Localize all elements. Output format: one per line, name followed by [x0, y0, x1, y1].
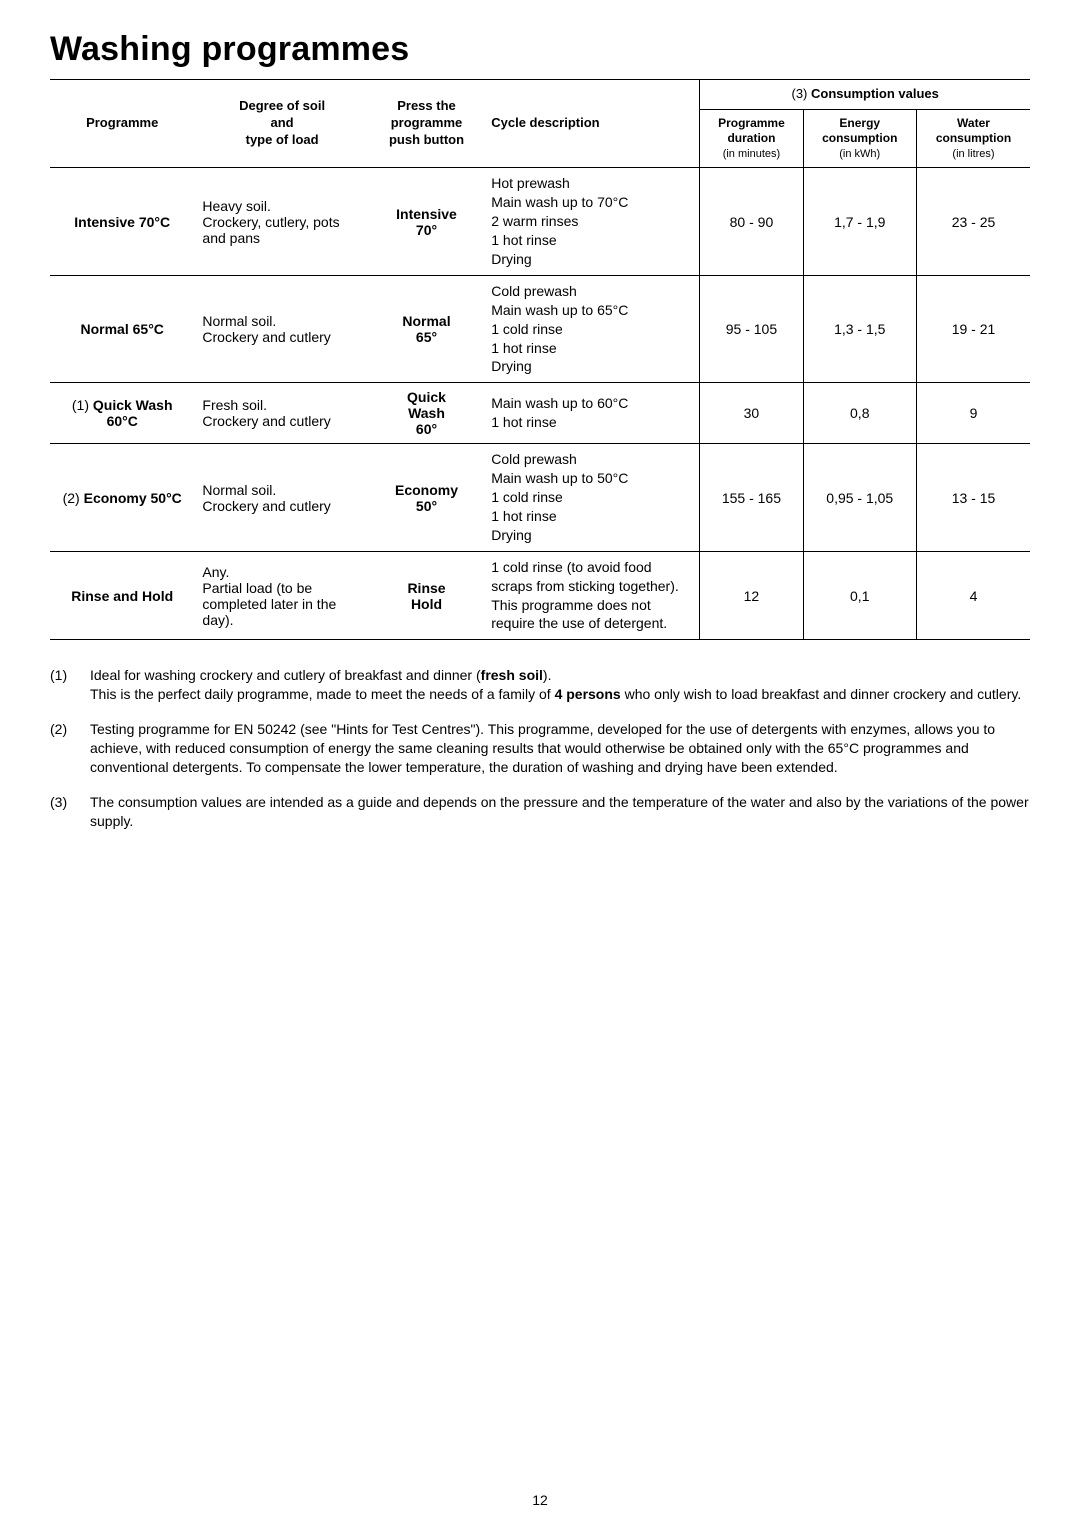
col-programme: Programme — [50, 80, 194, 168]
col-duration: Programme duration (in minutes) — [700, 109, 803, 167]
consumption-title: Consumption values — [811, 86, 939, 101]
footnote-number: (3) — [50, 793, 90, 831]
table-row: Normal 65°CNormal soil.Crockery and cutl… — [50, 275, 1030, 382]
footnotes: (1)Ideal for washing crockery and cutler… — [50, 666, 1030, 830]
cell-programme: (2) Economy 50°C — [50, 444, 194, 551]
col-cycle: Cycle description — [483, 80, 700, 168]
footnote-text: Ideal for washing crockery and cutlery o… — [90, 666, 1030, 704]
col-energy-l2: consumption — [822, 131, 897, 145]
cell-water: 9 — [916, 383, 1030, 444]
cell-water: 13 - 15 — [916, 444, 1030, 551]
table-header-row-1: Programme Degree of soil and type of loa… — [50, 80, 1030, 110]
programmes-table: Programme Degree of soil and type of loa… — [50, 79, 1030, 640]
col-button: Press the programme push button — [370, 80, 483, 168]
cell-cycle: Main wash up to 60°C1 hot rinse — [483, 383, 700, 444]
cell-energy: 1,3 - 1,5 — [803, 275, 916, 382]
cell-cycle: 1 cold rinse (to avoid food scraps from … — [483, 551, 700, 640]
cell-energy: 0,8 — [803, 383, 916, 444]
footnote-text: The consumption values are intended as a… — [90, 793, 1030, 831]
col-soil-l3: type of load — [246, 132, 319, 147]
cell-programme: Normal 65°C — [50, 275, 194, 382]
cell-soil: Normal soil.Crockery and cutlery — [194, 275, 369, 382]
cell-water: 4 — [916, 551, 1030, 640]
col-water-l1: Water — [957, 116, 990, 130]
page-number: 12 — [0, 1492, 1080, 1508]
cell-soil: Heavy soil.Crockery, cutlery, pots and p… — [194, 168, 369, 275]
footnote: (2)Testing programme for EN 50242 (see "… — [50, 720, 1030, 777]
table-row: (1) Quick Wash60°CFresh soil.Crockery an… — [50, 383, 1030, 444]
consumption-prefix: (3) — [791, 86, 807, 101]
table-row: Intensive 70°CHeavy soil.Crockery, cutle… — [50, 168, 1030, 275]
cell-duration: 155 - 165 — [700, 444, 803, 551]
cell-duration: 12 — [700, 551, 803, 640]
cell-programme: Rinse and Hold — [50, 551, 194, 640]
cell-water: 23 - 25 — [916, 168, 1030, 275]
cell-duration: 30 — [700, 383, 803, 444]
cell-energy: 0,1 — [803, 551, 916, 640]
col-consumption: (3) Consumption values — [700, 80, 1030, 110]
footnote-number: (1) — [50, 666, 90, 704]
col-energy-unit: (in kWh) — [812, 147, 908, 161]
col-energy-l1: Energy — [839, 116, 880, 130]
col-soil-l1: Degree of soil — [239, 98, 325, 113]
col-duration-unit: (in minutes) — [708, 147, 794, 161]
cell-programme: (1) Quick Wash60°C — [50, 383, 194, 444]
col-duration-l1: Programme — [718, 116, 785, 130]
table-row: (2) Economy 50°CNormal soil.Crockery and… — [50, 444, 1030, 551]
cell-cycle: Hot prewashMain wash up to 70°C2 warm ri… — [483, 168, 700, 275]
col-button-l1: Press the — [397, 98, 456, 113]
footnote: (3)The consumption values are intended a… — [50, 793, 1030, 831]
cell-cycle: Cold prewashMain wash up to 50°C1 cold r… — [483, 444, 700, 551]
cell-button: Economy50° — [370, 444, 483, 551]
table-row: Rinse and HoldAny.Partial load (to be co… — [50, 551, 1030, 640]
col-water-l2: consumption — [936, 131, 1011, 145]
cell-soil: Any.Partial load (to be completed later … — [194, 551, 369, 640]
col-water-unit: (in litres) — [925, 147, 1022, 161]
cell-cycle: Cold prewashMain wash up to 65°C1 cold r… — [483, 275, 700, 382]
footnote: (1)Ideal for washing crockery and cutler… — [50, 666, 1030, 704]
cell-duration: 95 - 105 — [700, 275, 803, 382]
col-energy: Energy consumption (in kWh) — [803, 109, 916, 167]
cell-energy: 0,95 - 1,05 — [803, 444, 916, 551]
col-duration-l2: duration — [727, 131, 775, 145]
col-water: Water consumption (in litres) — [916, 109, 1030, 167]
cell-energy: 1,7 - 1,9 — [803, 168, 916, 275]
page-title: Washing programmes — [50, 30, 1030, 69]
page: Washing programmes Programme Degree of s… — [0, 0, 1080, 1526]
col-button-l3: push button — [389, 132, 464, 147]
footnote-text: Testing programme for EN 50242 (see "Hin… — [90, 720, 1030, 777]
table-body: Intensive 70°CHeavy soil.Crockery, cutle… — [50, 168, 1030, 640]
cell-programme: Intensive 70°C — [50, 168, 194, 275]
col-button-l2: programme — [391, 115, 463, 130]
cell-button: QuickWash60° — [370, 383, 483, 444]
cell-duration: 80 - 90 — [700, 168, 803, 275]
col-soil-l2: and — [271, 115, 294, 130]
col-soil: Degree of soil and type of load — [194, 80, 369, 168]
cell-button: Normal65° — [370, 275, 483, 382]
cell-water: 19 - 21 — [916, 275, 1030, 382]
cell-soil: Fresh soil.Crockery and cutlery — [194, 383, 369, 444]
cell-button: RinseHold — [370, 551, 483, 640]
cell-button: Intensive70° — [370, 168, 483, 275]
footnote-number: (2) — [50, 720, 90, 777]
cell-soil: Normal soil.Crockery and cutlery — [194, 444, 369, 551]
